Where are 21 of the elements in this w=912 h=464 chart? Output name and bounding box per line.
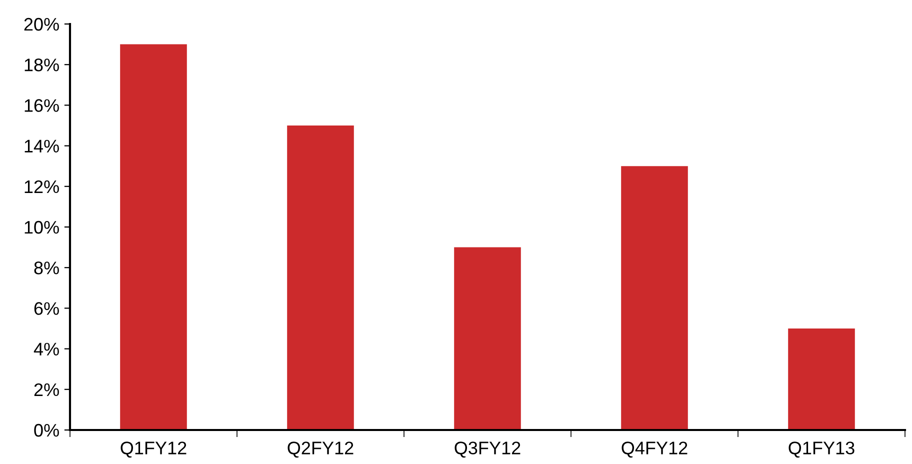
y-tick-label: 0% <box>34 424 59 437</box>
x-tick-label: Q1FY13 <box>788 442 854 458</box>
y-tick-label: 20% <box>24 18 59 31</box>
x-tick-label: Q3FY12 <box>454 442 520 458</box>
bar <box>621 166 688 430</box>
y-tick-label: 12% <box>24 180 59 194</box>
y-tick-label: 4% <box>34 342 59 356</box>
y-tick-label: 10% <box>24 220 59 234</box>
y-tick-label: 6% <box>34 302 59 315</box>
bar <box>454 247 521 430</box>
y-tick-label: 18% <box>24 58 59 72</box>
y-tick-label: 14% <box>24 140 59 152</box>
y-tick-label: 16% <box>24 99 59 112</box>
bar <box>287 126 354 430</box>
x-tick-label: Q1FY12 <box>120 442 186 458</box>
y-tick-label: 8% <box>34 262 59 274</box>
x-tick-label: Q4FY12 <box>622 442 688 458</box>
y-tick-label: 2% <box>34 383 59 396</box>
bar <box>788 328 855 430</box>
x-tick-label: Q2FY12 <box>288 442 354 458</box>
bar <box>120 44 187 430</box>
